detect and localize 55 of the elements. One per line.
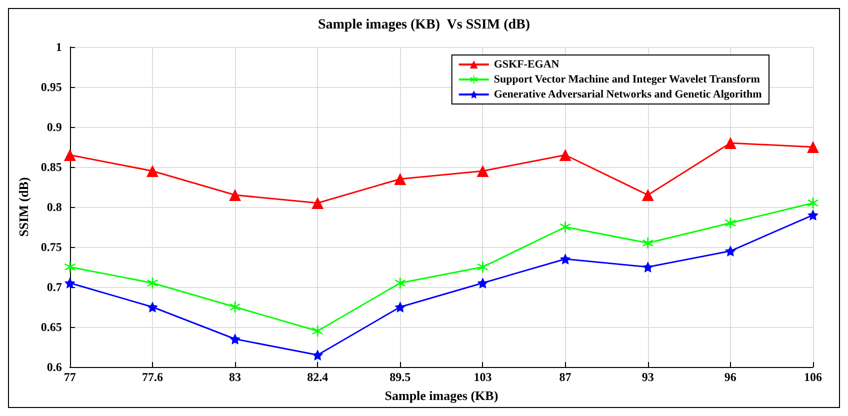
y-tick-label: 0.6: [46, 360, 62, 374]
point: [560, 254, 571, 264]
point: [477, 278, 488, 288]
point: [64, 278, 76, 288]
point: [64, 149, 76, 161]
x-tick-label: 82.4: [307, 370, 328, 384]
point: [476, 165, 489, 177]
point: [560, 222, 571, 232]
point: [64, 262, 76, 272]
point: [808, 198, 818, 208]
point: [807, 141, 819, 153]
x-tick-label: 106: [804, 370, 822, 384]
point: [394, 173, 406, 185]
point: [724, 137, 736, 149]
x-axis-title: Sample images (KB): [384, 388, 498, 403]
x-tick-label: 83: [229, 370, 242, 384]
y-tick-label: 0.85: [40, 160, 62, 174]
point: [642, 262, 654, 272]
point: [146, 302, 158, 312]
legend-label: Support Vector Machine and Integer Wavelet Transform: [494, 74, 760, 86]
y-tick-label: 0.65: [40, 320, 62, 334]
point: [394, 278, 406, 288]
point: [146, 165, 158, 177]
x-tick-label: 93: [642, 370, 654, 384]
point: [394, 302, 406, 312]
y-tick-label: 1: [56, 40, 62, 54]
point: [724, 218, 736, 228]
legend-label: Generative Adversarial Networks and Genetic Algorithm: [494, 88, 762, 100]
y-tick-label: 0.95: [40, 80, 62, 94]
x-tick-label: 77.6: [142, 370, 163, 384]
point: [642, 189, 654, 201]
chart-title: Sample images (KB) Vs SSIM (dB): [318, 18, 530, 32]
y-tick-label: 0.7: [46, 280, 62, 294]
x-tick-label: 89.5: [390, 370, 411, 384]
y-tick-label: 0.8: [46, 200, 62, 214]
y-axis-title: SSIM (dB): [16, 177, 31, 237]
x-tick-label: 96: [724, 370, 736, 384]
point: [230, 302, 241, 312]
y-tick-label: 0.75: [40, 240, 62, 254]
point: [312, 197, 324, 209]
point: [229, 189, 242, 201]
legend-label: GSKF-EGAN: [494, 58, 560, 70]
point: [312, 326, 324, 336]
point: [312, 350, 324, 360]
x-tick-label: 103: [474, 370, 492, 384]
x-tick-label: 77: [64, 370, 76, 384]
y-tick-label: 0.9: [46, 120, 62, 134]
point: [477, 262, 488, 272]
x-tick-label: 87: [559, 370, 572, 384]
point: [808, 210, 818, 220]
point: [230, 334, 241, 344]
point: [724, 246, 736, 256]
point: [559, 149, 572, 161]
point: [642, 238, 654, 248]
point: [146, 278, 158, 288]
